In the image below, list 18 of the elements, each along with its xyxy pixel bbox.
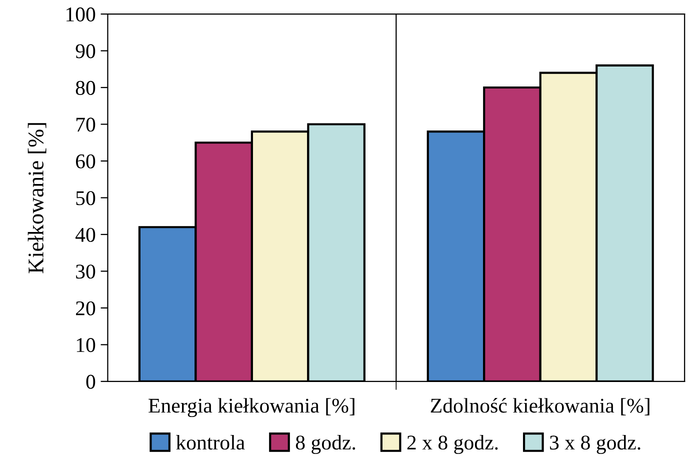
y-tick-label: 20 [76, 301, 96, 316]
y-tick-label: 60 [76, 154, 96, 168]
legend-label: 8 godz. [296, 434, 356, 454]
y-tick-label: 0 [86, 374, 96, 389]
y-tick-label: 30 [76, 264, 96, 279]
y-tick-label: 70 [76, 118, 96, 132]
x-tick-label: Energia kiełkowania [%] [148, 398, 354, 418]
legend-label: 2 x 8 godz. [407, 434, 498, 454]
y-tick-label: 10 [76, 338, 96, 352]
y-tick-label: 90 [76, 44, 96, 58]
y-tick-label: 100 [66, 7, 96, 22]
x-tick-label: Zdolność kiełkowania [%] [430, 398, 650, 416]
y-tick-label: 50 [76, 191, 96, 206]
y-axis-title: Kiełkowanie [%] [28, 123, 46, 274]
legend-label: kontrola [176, 434, 245, 450]
y-tick-label: 80 [76, 80, 96, 95]
y-tick-label: 40 [75, 228, 96, 242]
legend-label: 3 x 8 godz. [550, 434, 640, 454]
